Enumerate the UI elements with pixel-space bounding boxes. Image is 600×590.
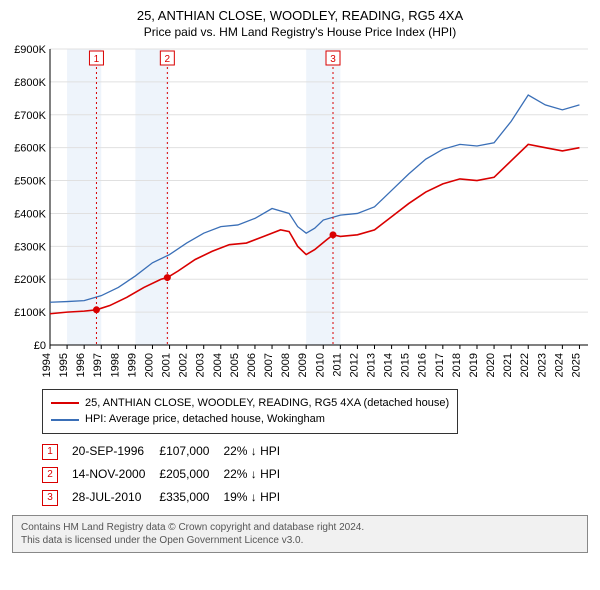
sale-delta: 22% ↓ HPI (223, 440, 294, 463)
svg-text:£0: £0 (34, 340, 46, 352)
svg-text:2018: 2018 (451, 353, 463, 377)
sale-date: 28-JUL-2010 (72, 486, 159, 509)
svg-text:£800K: £800K (14, 77, 46, 89)
svg-text:2007: 2007 (263, 353, 275, 377)
svg-text:2017: 2017 (434, 353, 446, 377)
sale-date: 20-SEP-1996 (72, 440, 159, 463)
svg-text:1996: 1996 (75, 353, 87, 377)
svg-text:2001: 2001 (161, 353, 173, 377)
svg-text:£900K: £900K (14, 45, 46, 56)
footer-line: This data is licensed under the Open Gov… (21, 534, 579, 547)
svg-text:2025: 2025 (570, 353, 582, 377)
svg-text:2016: 2016 (417, 353, 429, 377)
sales-row: 2 14-NOV-2000£205,00022% ↓ HPI (42, 463, 294, 486)
svg-text:£600K: £600K (14, 143, 46, 155)
svg-text:2004: 2004 (212, 353, 224, 377)
legend-label: 25, ANTHIAN CLOSE, WOODLEY, READING, RG5… (85, 395, 449, 412)
svg-text:2019: 2019 (468, 353, 480, 377)
legend-swatch (51, 402, 79, 404)
svg-text:£400K: £400K (14, 208, 46, 220)
sale-price: £107,000 (159, 440, 223, 463)
svg-text:2024: 2024 (553, 353, 565, 377)
svg-text:2012: 2012 (348, 353, 360, 377)
svg-text:1: 1 (94, 54, 100, 65)
footer-line: Contains HM Land Registry data © Crown c… (21, 521, 579, 534)
sale-marker-box: 2 (42, 467, 58, 483)
svg-text:£100K: £100K (14, 307, 46, 319)
legend-row: HPI: Average price, detached house, Woki… (51, 411, 449, 428)
legend-row: 25, ANTHIAN CLOSE, WOODLEY, READING, RG5… (51, 395, 449, 412)
sales-row: 1 20-SEP-1996£107,00022% ↓ HPI (42, 440, 294, 463)
svg-text:1997: 1997 (92, 353, 104, 377)
sale-marker-box: 3 (42, 490, 58, 506)
svg-text:2011: 2011 (331, 353, 343, 377)
svg-text:£500K: £500K (14, 175, 46, 187)
svg-text:2023: 2023 (536, 353, 548, 377)
sale-delta: 19% ↓ HPI (223, 486, 294, 509)
svg-text:2021: 2021 (502, 353, 514, 377)
sale-date: 14-NOV-2000 (72, 463, 159, 486)
svg-text:2: 2 (165, 54, 171, 65)
chart-title: 25, ANTHIAN CLOSE, WOODLEY, READING, RG5… (6, 8, 594, 25)
sale-delta: 22% ↓ HPI (223, 463, 294, 486)
svg-text:2005: 2005 (229, 353, 241, 377)
legend: 25, ANTHIAN CLOSE, WOODLEY, READING, RG5… (42, 389, 458, 434)
chart-container: £0 £100K £200K £300K £400K £500K £600K £700K £80… (6, 45, 594, 385)
svg-text:2006: 2006 (246, 353, 258, 377)
svg-text:2002: 2002 (178, 353, 190, 377)
chart-subtitle: Price paid vs. HM Land Registry's House … (6, 25, 594, 39)
svg-text:2015: 2015 (400, 353, 412, 377)
svg-text:1994: 1994 (41, 353, 53, 377)
svg-text:2009: 2009 (297, 353, 309, 377)
attribution-footer: Contains HM Land Registry data © Crown c… (12, 515, 588, 553)
svg-text:2003: 2003 (195, 353, 207, 377)
svg-text:1999: 1999 (126, 353, 138, 377)
svg-text:3: 3 (330, 54, 336, 65)
svg-text:£300K: £300K (14, 241, 46, 253)
svg-text:1998: 1998 (109, 353, 121, 377)
sales-table: 1 20-SEP-1996£107,00022% ↓ HPI 2 14-NOV-200… (42, 440, 294, 509)
svg-text:£700K: £700K (14, 110, 46, 122)
line-chart: £0 £100K £200K £300K £400K £500K £600K £700K £80… (6, 45, 594, 385)
sale-marker-box: 1 (42, 444, 58, 460)
sale-price: £335,000 (159, 486, 223, 509)
svg-text:2000: 2000 (143, 353, 155, 377)
svg-text:2013: 2013 (366, 353, 378, 377)
page-root: 25, ANTHIAN CLOSE, WOODLEY, READING, RG5… (0, 0, 600, 557)
sales-row: 3 28-JUL-2010£335,00019% ↓ HPI (42, 486, 294, 509)
svg-text:2022: 2022 (519, 353, 531, 377)
svg-text:2020: 2020 (485, 353, 497, 377)
svg-text:1995: 1995 (58, 353, 70, 377)
svg-text:2010: 2010 (314, 353, 326, 377)
legend-swatch (51, 419, 79, 421)
sale-price: £205,000 (159, 463, 223, 486)
svg-text:2014: 2014 (383, 353, 395, 377)
svg-text:£200K: £200K (14, 274, 46, 286)
svg-text:2008: 2008 (280, 353, 292, 377)
legend-label: HPI: Average price, detached house, Woki… (85, 411, 325, 428)
